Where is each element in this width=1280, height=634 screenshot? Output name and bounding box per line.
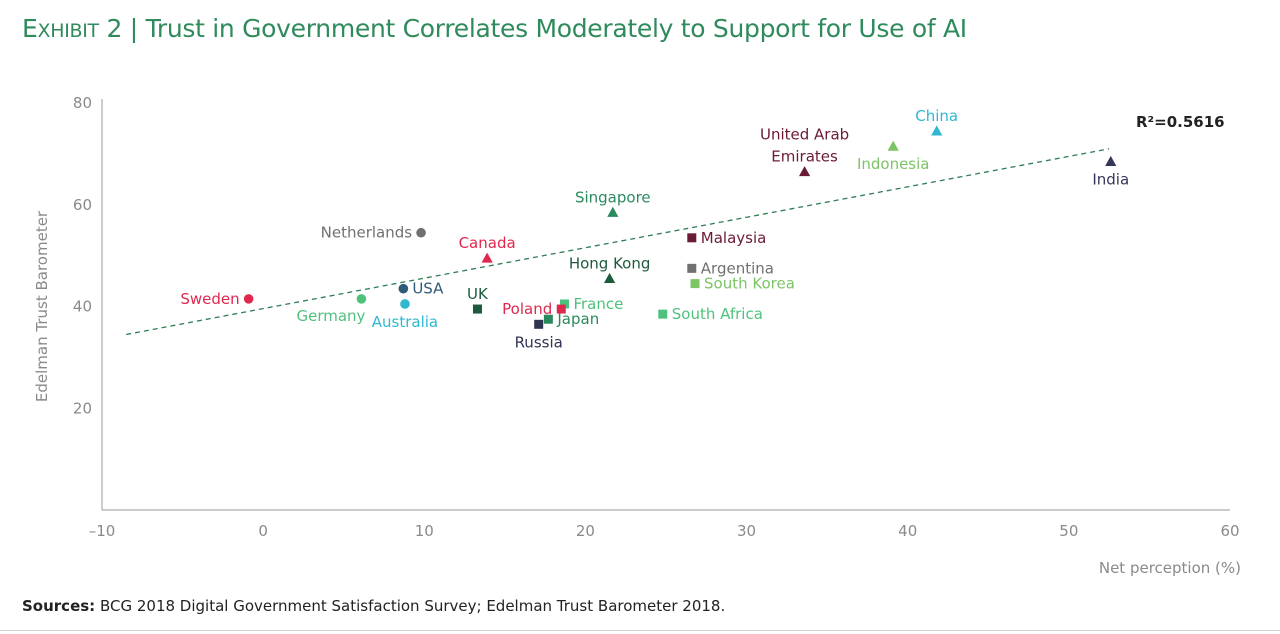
point-netherlands (416, 227, 426, 238)
label-france: France (573, 295, 623, 313)
point-south-korea (690, 279, 700, 289)
label-poland: Poland (502, 300, 552, 318)
point-argentina (687, 263, 697, 273)
trendline (126, 148, 1110, 336)
x-tick-label: 40 (898, 522, 917, 540)
label-argentina: Argentina (701, 259, 774, 277)
x-tick-label: 10 (415, 522, 434, 540)
axes: –10 0 10 20 30 40 50 60 20 40 60 80 Net perception (… (33, 94, 1241, 577)
point-united-arab-emirates (798, 166, 811, 177)
label-china: China (915, 107, 958, 125)
label-germany: Germany (296, 307, 365, 325)
point-singapore (607, 206, 619, 217)
point-australia (400, 299, 410, 309)
point-china (931, 125, 943, 136)
trendline-group: R²=0.5616 (126, 113, 1225, 336)
point-uk (472, 304, 482, 314)
label-japan: Japan (556, 310, 599, 328)
x-tick-label: 30 (737, 522, 756, 540)
point-germany (356, 294, 367, 304)
title-exhibit-rest: XHIBIT (37, 20, 100, 42)
point-japan (543, 314, 553, 324)
chart-title: EXHIBIT 2 | Trust in Government Correlat… (22, 14, 967, 43)
source-note: Sources: BCG 2018 Digital Government Sat… (22, 597, 725, 615)
x-axis-label: Net perception (%) (1099, 559, 1241, 577)
label-india: India (1092, 171, 1129, 189)
label-south-korea: South Korea (704, 275, 795, 293)
point-usa (398, 283, 409, 294)
label-canada: Canada (459, 234, 516, 252)
y-tick-label: 40 (73, 298, 92, 316)
point-indonesia (887, 140, 899, 151)
title-separator: | (129, 14, 138, 43)
title-text: Trust in Government Correlates Moderatel… (145, 14, 968, 43)
label-usa: USA (412, 280, 444, 298)
x-tick-label: 50 (1059, 522, 1078, 540)
label-russia: Russia (515, 333, 563, 351)
point-malaysia (687, 233, 697, 243)
label-indonesia: Indonesia (857, 155, 930, 173)
x-tick-label: –10 (89, 522, 116, 540)
point-hong-kong (604, 272, 616, 283)
r-squared-label: R²=0.5616 (1136, 113, 1225, 131)
y-tick-label: 60 (73, 196, 92, 214)
point-south-africa (658, 309, 668, 319)
label-malaysia: Malaysia (701, 229, 767, 247)
label-united-arab-emirates: United Arab (760, 126, 849, 144)
bottom-divider (0, 630, 1280, 631)
label-united-arab-emirates: Emirates (771, 148, 838, 166)
title-exhibit-number: 2 (106, 14, 123, 43)
label-hong-kong: Hong Kong (569, 255, 651, 273)
x-tick-label: 0 (258, 522, 268, 540)
point-poland (556, 304, 566, 314)
label-singapore: Singapore (575, 188, 651, 206)
source-label: Sources: (22, 597, 96, 615)
title-exhibit-initial: E (22, 14, 38, 43)
y-axis-label: Edelman Trust Barometer (33, 210, 51, 402)
source-text: BCG 2018 Digital Government Satisfaction… (99, 597, 726, 615)
label-south-africa: South Africa (672, 305, 763, 323)
point-sweden (243, 294, 254, 304)
point-france (559, 299, 569, 309)
y-tick-label: 80 (73, 94, 92, 112)
x-tick-label: 60 (1220, 522, 1239, 540)
label-sweden: Sweden (180, 290, 239, 308)
point-canada (481, 252, 493, 263)
label-uk: UK (467, 285, 489, 303)
x-tick-label: 20 (576, 522, 595, 540)
y-tick-label: 20 (73, 399, 92, 417)
points-group (243, 125, 1117, 329)
label-australia: Australia (372, 313, 438, 331)
labels-group: China Indonesia India United Arab Emirates Si… (180, 107, 1129, 351)
point-russia (534, 319, 544, 329)
label-netherlands: Netherlands (321, 224, 413, 242)
point-india (1105, 155, 1117, 166)
scatter-chart: –10 0 10 20 30 40 50 60 20 40 60 80 Net perception (… (33, 94, 1241, 577)
